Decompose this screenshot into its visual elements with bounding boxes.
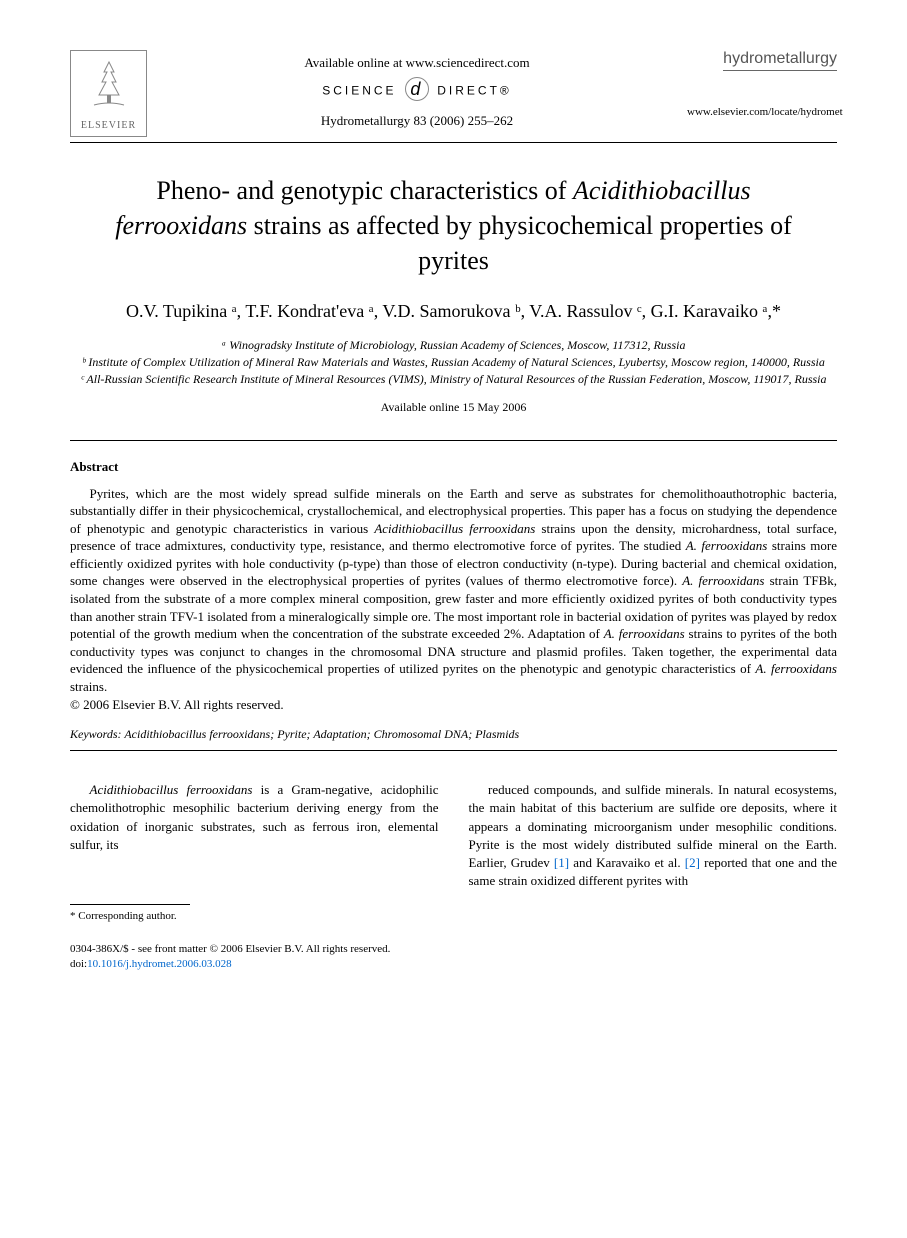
sd-left: SCIENCE xyxy=(322,84,396,98)
header-divider xyxy=(70,142,837,143)
affiliation-c: ᶜ All-Russian Scientific Research Instit… xyxy=(70,371,837,388)
doi-label: doi: xyxy=(70,958,87,970)
doi-link[interactable]: 10.1016/j.hydromet.2006.03.028 xyxy=(87,958,232,970)
journal-name: hydrometallurgy xyxy=(723,50,837,71)
col2-para: reduced compounds, and sulfide minerals.… xyxy=(469,781,838,890)
affiliation-a: ᵃ Winogradsky Institute of Microbiology,… xyxy=(70,337,837,354)
footer-meta: 0304-386X/$ - see front matter © 2006 El… xyxy=(70,942,439,971)
column-left: Acidithiobacillus ferrooxidans is a Gram… xyxy=(70,781,439,971)
abstract-heading: Abstract xyxy=(70,459,837,475)
footnote-divider xyxy=(70,904,190,905)
footer-line1: 0304-386X/$ - see front matter © 2006 El… xyxy=(70,942,439,956)
affiliation-b: ᵇ Institute of Complex Utilization of Mi… xyxy=(70,354,837,371)
science-direct-logo: SCIENCE d DIRECT® xyxy=(147,77,687,101)
sd-at-icon: d xyxy=(405,77,429,101)
available-date: Available online 15 May 2006 xyxy=(70,400,837,415)
keywords-line: Keywords: Acidithiobacillus ferrooxidans… xyxy=(70,727,837,742)
authors-line: O.V. Tupikina ᵃ, T.F. Kondrat'eva ᵃ, V.D… xyxy=(70,298,837,325)
title-part1: Pheno- and genotypic characteristics of xyxy=(156,176,573,205)
corresponding-footnote: * Corresponding author. xyxy=(70,909,439,924)
header-row: ELSEVIER Available online at www.science… xyxy=(70,50,837,137)
center-header: Available online at www.sciencedirect.co… xyxy=(147,50,687,129)
sd-right: DIRECT® xyxy=(437,84,512,98)
elsevier-tree-icon xyxy=(84,57,134,117)
column-right: reduced compounds, and sulfide minerals.… xyxy=(469,781,838,971)
keywords-text: Acidithiobacillus ferrooxidans; Pyrite; … xyxy=(122,727,520,741)
paper-title: Pheno- and genotypic characteristics of … xyxy=(90,173,817,278)
abstract-top-divider xyxy=(70,440,837,441)
abstract-bottom-divider xyxy=(70,750,837,751)
title-part2: strains as affected by physicochemical p… xyxy=(247,211,792,275)
footer-doi: doi:10.1016/j.hydromet.2006.03.028 xyxy=(70,957,439,971)
copyright-line: © 2006 Elsevier B.V. All rights reserved… xyxy=(70,697,837,713)
citation-line: Hydrometallurgy 83 (2006) 255–262 xyxy=(147,113,687,129)
available-online-text: Available online at www.sciencedirect.co… xyxy=(147,55,687,71)
abstract-body: Pyrites, which are the most widely sprea… xyxy=(70,485,837,696)
paper-page: ELSEVIER Available online at www.science… xyxy=(0,0,907,1011)
body-columns: Acidithiobacillus ferrooxidans is a Gram… xyxy=(70,781,837,971)
elsevier-logo: ELSEVIER xyxy=(70,50,147,137)
keywords-label: Keywords: xyxy=(70,727,122,741)
affiliations: ᵃ Winogradsky Institute of Microbiology,… xyxy=(70,337,837,387)
journal-box: hydrometallurgy www.elsevier.com/locate/… xyxy=(687,50,837,118)
col1-para: Acidithiobacillus ferrooxidans is a Gram… xyxy=(70,781,439,854)
elsevier-text: ELSEVIER xyxy=(81,120,136,131)
journal-url: www.elsevier.com/locate/hydromet xyxy=(687,106,837,118)
